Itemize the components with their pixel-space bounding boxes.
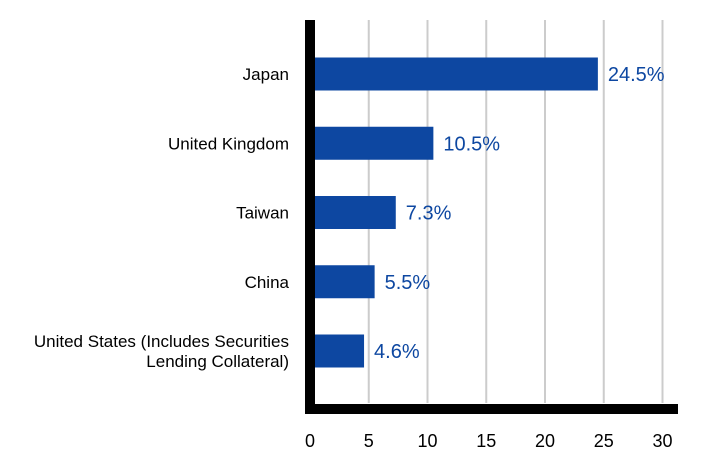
x-tick-label: 25 <box>594 431 614 451</box>
data-label: 4.6% <box>374 341 420 363</box>
value-labels: 24.5% 10.5% 7.3% 5.5% 4.6% <box>374 64 665 363</box>
bar <box>315 57 598 91</box>
category-label: United States (Includes Securities <box>34 332 289 351</box>
category-label: China <box>245 273 290 292</box>
data-label: 10.5% <box>443 133 500 155</box>
bar <box>315 334 365 368</box>
x-tick-label: 30 <box>652 431 672 451</box>
x-tick-label: 15 <box>476 431 496 451</box>
axes <box>305 20 678 414</box>
x-tick-labels: 0 5 10 15 20 25 30 <box>305 431 673 451</box>
x-tick-label: 10 <box>417 431 437 451</box>
data-label: 24.5% <box>608 64 665 86</box>
data-label: 7.3% <box>406 203 452 225</box>
bar <box>315 265 375 299</box>
category-label: Japan <box>243 65 289 84</box>
x-tick-label: 0 <box>305 431 315 451</box>
category-label: Lending Collateral) <box>146 352 289 371</box>
bar <box>315 196 396 229</box>
category-label: United Kingdom <box>168 134 289 153</box>
bars <box>315 57 598 368</box>
category-labels: Japan United Kingdom Taiwan China United Sta… <box>34 65 290 371</box>
x-tick-label: 20 <box>535 431 555 451</box>
bar <box>315 126 434 160</box>
category-label: Taiwan <box>236 204 289 223</box>
x-tick-label: 5 <box>364 431 374 451</box>
data-label: 5.5% <box>385 272 431 294</box>
